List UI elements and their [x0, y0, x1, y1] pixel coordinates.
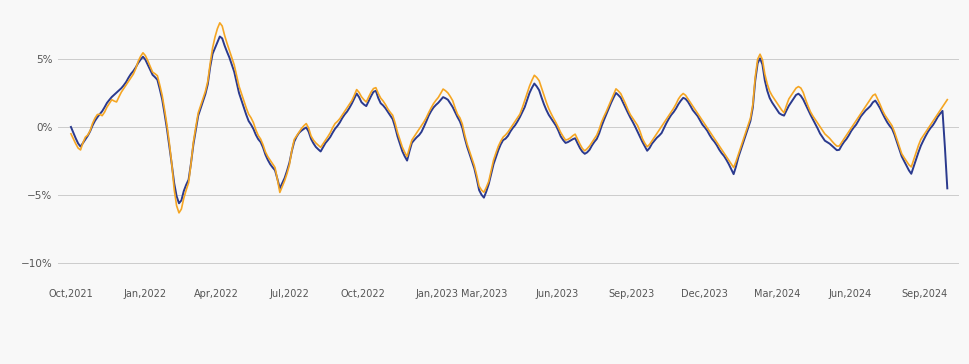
Legend: PGIM India Balanced Advtg Reg Gr, AK Hybrid Balanced TRI: PGIM India Balanced Advtg Reg Gr, AK Hyb…	[300, 363, 717, 364]
